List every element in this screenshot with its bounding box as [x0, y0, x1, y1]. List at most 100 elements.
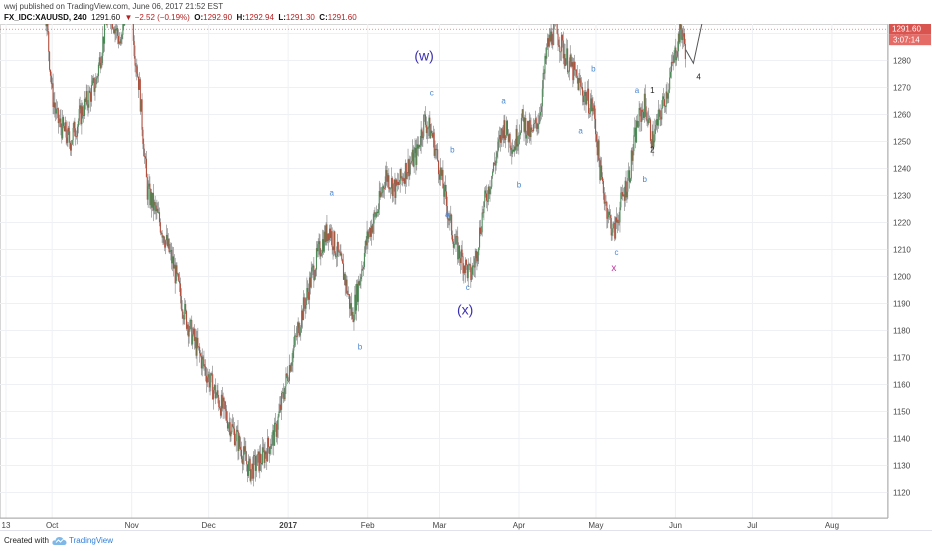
candle-up: [53, 102, 55, 107]
candle-down: [178, 274, 180, 281]
candle-up: [238, 435, 240, 452]
candle-up: [419, 145, 421, 148]
y-tick-label: 1150: [893, 408, 911, 417]
candle-down: [329, 228, 331, 238]
candle-down: [69, 131, 71, 143]
candle-up: [235, 431, 237, 442]
candle-down: [331, 231, 333, 247]
candle-down: [260, 453, 262, 463]
candle-up: [70, 144, 72, 151]
candle-up: [373, 212, 375, 224]
candle-down: [642, 109, 644, 112]
candle-down: [177, 273, 179, 275]
candle-up: [343, 273, 345, 280]
price-tag-value: 1291.60: [892, 25, 921, 34]
x-tick-label: Mar: [433, 521, 447, 530]
candle-up: [483, 201, 485, 214]
plot-frame: [0, 24, 888, 519]
candle-up: [566, 48, 568, 60]
candle-up: [167, 238, 169, 246]
candle-down: [622, 192, 624, 197]
candle-down: [457, 236, 459, 260]
candle-up: [278, 411, 280, 417]
candle-up: [608, 211, 610, 218]
candle-down: [400, 169, 402, 179]
candle-up: [526, 134, 528, 139]
candle-up: [416, 144, 418, 165]
candle-up: [432, 132, 434, 138]
candle-up: [641, 109, 643, 122]
candle-up: [655, 124, 657, 129]
candle-down: [179, 283, 181, 297]
candle-up: [619, 207, 621, 223]
candle-up: [315, 248, 318, 270]
y-tick-label: 1130: [893, 462, 911, 471]
candle-up: [73, 121, 75, 128]
candle-up: [616, 219, 618, 223]
candle-down: [513, 149, 515, 152]
candle-down: [352, 311, 354, 323]
candle-up: [294, 335, 296, 346]
candle-up: [380, 192, 382, 197]
candle-up: [327, 233, 329, 242]
candle-up: [192, 334, 194, 345]
candle-up: [682, 36, 684, 41]
candle-up: [505, 135, 507, 140]
candle-down: [146, 177, 148, 200]
candle-up: [299, 332, 301, 336]
candle-up: [624, 180, 626, 201]
candle-up: [271, 435, 273, 447]
candle-down: [415, 147, 417, 165]
candle-up: [669, 71, 672, 78]
candle-up: [651, 131, 653, 149]
candle-down: [244, 446, 246, 452]
candle-down: [408, 159, 410, 176]
candle-down: [224, 401, 226, 410]
candle-up: [98, 57, 100, 65]
candle-up: [118, 41, 120, 44]
tradingview-brand[interactable]: TradingView: [69, 536, 114, 545]
candle-down: [50, 75, 52, 84]
candle-up: [480, 232, 482, 234]
candle-up: [318, 241, 320, 245]
candle-down: [476, 250, 478, 262]
candle-up: [370, 225, 372, 237]
candle-up: [85, 90, 87, 102]
candle-up: [308, 277, 311, 300]
candle-down: [636, 120, 638, 127]
candle-down: [117, 28, 119, 36]
candle-up: [91, 80, 93, 86]
candle-down: [356, 283, 359, 302]
candle-up: [147, 186, 149, 200]
candle-up: [534, 118, 536, 124]
candle-up: [526, 121, 529, 135]
tradingview-cloud-icon[interactable]: [52, 535, 67, 546]
candle-down: [61, 127, 63, 139]
candle-up: [253, 455, 255, 479]
candle-up: [439, 167, 441, 180]
wave-label: a: [330, 189, 335, 198]
candle-up: [578, 78, 580, 91]
candle-up: [353, 319, 355, 323]
candle-down: [431, 130, 433, 134]
candle-up: [305, 298, 307, 309]
candle-down: [543, 72, 545, 74]
candle-up: [377, 209, 379, 214]
candle-up: [250, 469, 252, 481]
price-tag-box: [889, 24, 931, 35]
candle-down: [141, 99, 143, 130]
candle-up: [630, 150, 632, 179]
price-chart[interactable]: (w)(x)(y)wxyabcbacabcbacabc12345 1120113…: [0, 24, 932, 530]
candle-down: [579, 78, 581, 81]
candle-down: [672, 62, 674, 64]
candle-up: [633, 135, 635, 152]
candle-down: [561, 34, 563, 41]
candle-up: [328, 228, 331, 241]
candle-down: [267, 437, 270, 447]
candle-down: [397, 181, 399, 185]
candle-down: [601, 165, 603, 177]
candle-down: [683, 33, 686, 45]
candle-down: [374, 212, 376, 214]
candle-up: [568, 61, 570, 72]
x-tick-label: 13: [2, 521, 11, 530]
